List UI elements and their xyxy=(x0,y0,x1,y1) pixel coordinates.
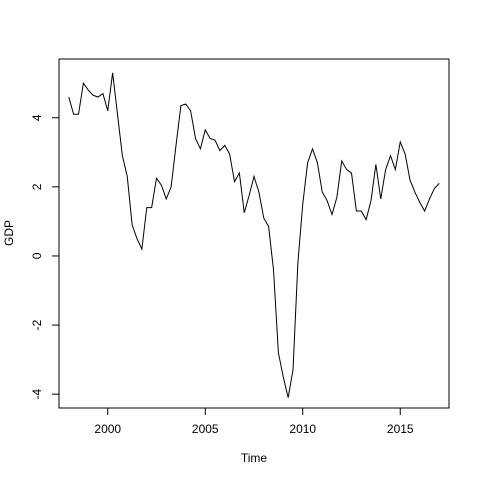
y-tick-label: -2 xyxy=(30,319,44,330)
x-tick-label: 2015 xyxy=(387,422,414,436)
x-tick-label: 2005 xyxy=(192,422,219,436)
x-axis: 2000 2005 2010 2015 xyxy=(94,407,414,436)
y-axis: -4 -2 0 2 4 xyxy=(30,114,60,400)
gdp-series-line xyxy=(68,72,440,398)
x-tick-label: 2000 xyxy=(94,422,121,436)
x-axis-label: Time xyxy=(241,451,268,465)
y-tick-label: -4 xyxy=(30,389,44,400)
x-tick-label: 2010 xyxy=(289,422,316,436)
y-axis-label: GDP xyxy=(2,220,16,246)
y-tick-label: 4 xyxy=(30,114,44,121)
y-tick-label: 2 xyxy=(30,183,44,190)
y-tick-label: 0 xyxy=(30,252,44,259)
